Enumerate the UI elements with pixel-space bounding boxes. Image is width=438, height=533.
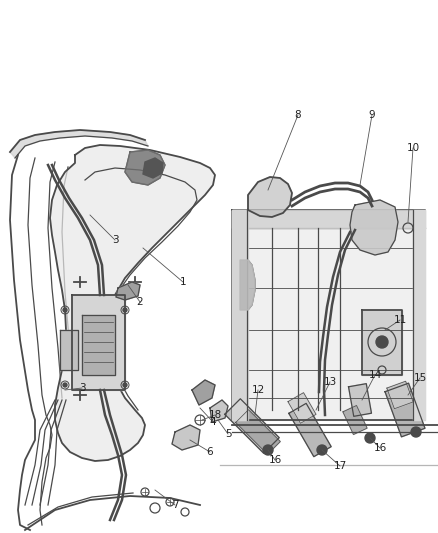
Polygon shape	[232, 210, 247, 420]
Circle shape	[123, 308, 127, 312]
Polygon shape	[72, 295, 125, 390]
Circle shape	[263, 445, 273, 455]
Polygon shape	[232, 210, 248, 420]
Text: 1: 1	[180, 277, 186, 287]
Text: 16: 16	[268, 455, 282, 465]
Polygon shape	[240, 260, 255, 310]
Text: 4: 4	[210, 417, 216, 427]
Text: 16: 16	[373, 443, 387, 453]
Polygon shape	[60, 330, 78, 370]
Circle shape	[63, 308, 67, 312]
Text: 7: 7	[172, 500, 178, 510]
Circle shape	[317, 445, 327, 455]
Polygon shape	[413, 210, 425, 420]
Circle shape	[411, 427, 421, 437]
Polygon shape	[225, 399, 279, 453]
Polygon shape	[385, 383, 425, 437]
Polygon shape	[210, 400, 228, 422]
Text: 3: 3	[112, 235, 118, 245]
Text: 18: 18	[208, 410, 222, 420]
Polygon shape	[172, 425, 200, 450]
Text: 9: 9	[369, 110, 375, 120]
Text: 14: 14	[368, 370, 381, 380]
Polygon shape	[125, 150, 165, 185]
Polygon shape	[289, 403, 331, 457]
Polygon shape	[362, 310, 402, 375]
Circle shape	[123, 383, 127, 387]
Text: 3: 3	[79, 383, 85, 393]
Polygon shape	[387, 381, 413, 409]
Text: 17: 17	[333, 461, 346, 471]
Polygon shape	[343, 406, 367, 434]
Text: 6: 6	[207, 447, 213, 457]
Circle shape	[365, 433, 375, 443]
Polygon shape	[50, 145, 215, 461]
Text: 5: 5	[225, 429, 231, 439]
Polygon shape	[232, 210, 425, 420]
Polygon shape	[232, 210, 425, 228]
Polygon shape	[116, 282, 140, 300]
Polygon shape	[82, 315, 115, 375]
Text: 15: 15	[413, 373, 427, 383]
Polygon shape	[192, 380, 215, 405]
Text: 8: 8	[295, 110, 301, 120]
Polygon shape	[349, 384, 371, 416]
Polygon shape	[236, 410, 280, 454]
Polygon shape	[288, 393, 316, 423]
Text: 13: 13	[323, 377, 337, 387]
Polygon shape	[248, 177, 292, 217]
Polygon shape	[10, 130, 148, 158]
Text: 11: 11	[393, 315, 406, 325]
Polygon shape	[143, 158, 163, 178]
Text: 2: 2	[137, 297, 143, 307]
Circle shape	[63, 383, 67, 387]
Polygon shape	[350, 200, 398, 255]
Text: 12: 12	[251, 385, 265, 395]
Text: 10: 10	[406, 143, 420, 153]
Circle shape	[376, 336, 388, 348]
